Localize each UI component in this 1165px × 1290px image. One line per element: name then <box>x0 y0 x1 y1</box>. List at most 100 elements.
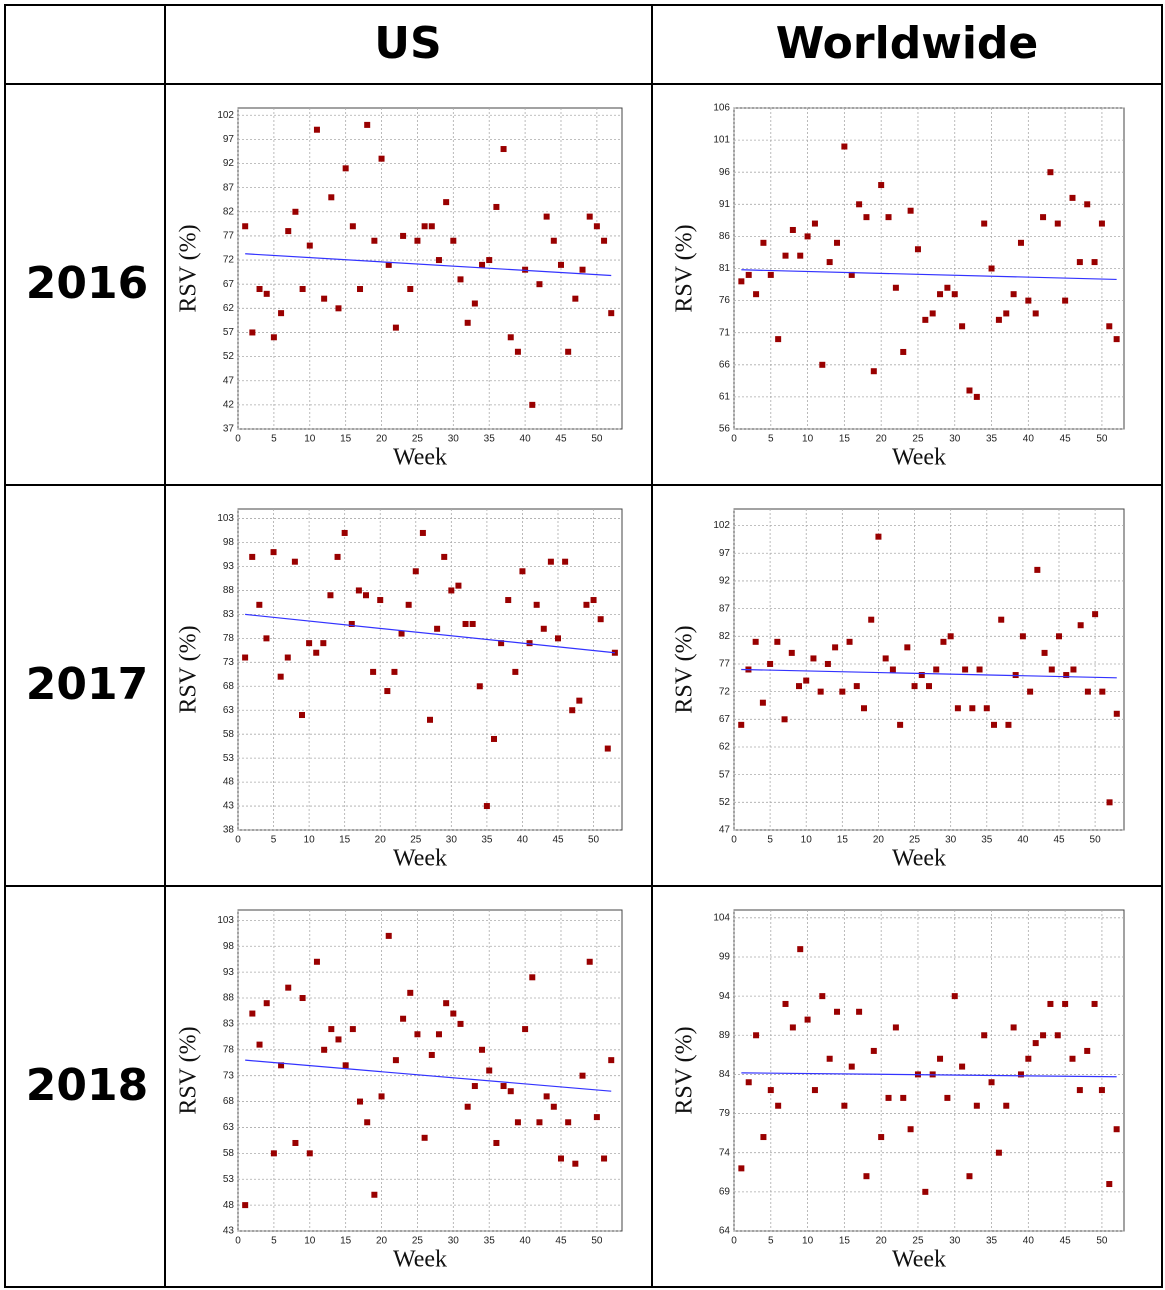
data-point <box>889 666 896 673</box>
data-point <box>505 597 512 604</box>
data-point <box>514 348 521 355</box>
x-tick-label: 40 <box>520 1236 532 1247</box>
y-tick-label: 67 <box>223 279 235 290</box>
data-point <box>1047 169 1054 176</box>
data-point <box>1005 721 1012 728</box>
plot-area <box>237 107 623 430</box>
data-point <box>384 688 391 695</box>
y-tick-label: 58 <box>223 1148 235 1159</box>
x-tick-label: 45 <box>1053 835 1065 846</box>
data-point <box>900 1094 907 1101</box>
data-point <box>464 319 471 326</box>
data-point <box>428 1051 435 1058</box>
y-tick-label: 89 <box>719 1030 731 1041</box>
data-point <box>278 1062 285 1069</box>
data-point <box>306 1150 313 1157</box>
data-point <box>937 1055 944 1062</box>
data-point <box>514 1119 521 1126</box>
data-point <box>875 533 882 540</box>
data-point <box>586 958 593 965</box>
y-tick-label: 62 <box>719 742 731 753</box>
data-point <box>966 387 973 394</box>
data-point <box>565 1119 572 1126</box>
data-point <box>848 271 855 278</box>
y-tick-label: 83 <box>223 1019 235 1030</box>
data-point <box>493 203 500 210</box>
data-point <box>1054 1032 1061 1039</box>
data-point <box>370 668 377 675</box>
y-tick-label: 87 <box>719 603 731 614</box>
data-point <box>555 635 561 642</box>
data-point <box>991 721 997 728</box>
data-point <box>1062 1000 1069 1007</box>
data-point <box>434 625 441 632</box>
x-tick-label: 10 <box>801 835 813 846</box>
y-tick-label: 62 <box>223 303 235 314</box>
data-point <box>983 705 990 712</box>
x-tick-label: 35 <box>481 835 493 846</box>
row-header: 2018 <box>26 1060 148 1111</box>
y-tick-label: 53 <box>223 1174 235 1185</box>
x-tick-label: 10 <box>802 1236 814 1247</box>
data-point <box>834 1008 841 1015</box>
x-tick-label: 0 <box>235 1236 241 1247</box>
x-tick-label: 35 <box>484 1236 496 1247</box>
data-point <box>1056 633 1062 640</box>
data-point <box>856 1008 863 1015</box>
data-point <box>878 1134 885 1141</box>
data-point <box>590 597 597 604</box>
data-point <box>400 232 407 239</box>
data-point <box>995 1149 1002 1156</box>
data-point <box>299 995 306 1002</box>
data-point <box>1098 1087 1105 1094</box>
data-point <box>593 1114 600 1121</box>
data-point <box>557 261 564 268</box>
data-point <box>911 683 918 690</box>
y-tick-label: 93 <box>223 967 235 978</box>
data-point <box>601 1155 608 1162</box>
data-point <box>414 237 421 244</box>
data-point <box>1084 201 1091 208</box>
x-tick-label: 25 <box>909 835 921 846</box>
data-point <box>841 1102 848 1109</box>
data-point <box>608 1057 615 1064</box>
data-point <box>988 1079 995 1086</box>
data-point <box>861 705 867 712</box>
data-point <box>848 1063 855 1070</box>
data-point <box>926 683 932 690</box>
data-point <box>519 568 526 575</box>
data-point <box>819 993 826 1000</box>
y-tick-label: 98 <box>223 941 235 952</box>
data-point <box>811 1087 818 1094</box>
data-point <box>536 1119 543 1126</box>
data-point <box>959 1063 966 1070</box>
y-tick-label: 92 <box>719 576 731 587</box>
data-point <box>364 1119 371 1126</box>
y-tick-label: 68 <box>223 1096 235 1107</box>
data-point <box>306 242 313 249</box>
y-tick-label: 72 <box>719 686 731 697</box>
x-tick-label: 25 <box>410 835 422 846</box>
data-point <box>450 1010 457 1017</box>
data-point <box>759 699 766 706</box>
data-point <box>863 214 870 221</box>
y-tick-label: 79 <box>719 1108 731 1119</box>
chart: 43 48 53 58 63 68 73 78 83 88 93 98 103 0 5 10 15 20 25 30 3… <box>176 909 623 1273</box>
data-point <box>981 220 988 227</box>
y-tick-label: 103 <box>217 915 234 926</box>
data-point <box>1025 1055 1032 1062</box>
x-tick-label: 25 <box>912 1236 924 1247</box>
data-point <box>738 1165 745 1172</box>
data-point <box>738 278 745 285</box>
data-point <box>775 1102 782 1109</box>
x-tick-label: 10 <box>304 434 316 445</box>
x-tick-label: 10 <box>304 1236 316 1247</box>
y-tick-label: 88 <box>223 585 235 596</box>
y-tick-label: 71 <box>719 327 731 338</box>
x-axis-label: Week <box>892 1247 946 1273</box>
data-point <box>443 199 450 206</box>
data-point <box>448 587 455 594</box>
y-tick-label: 92 <box>223 158 235 169</box>
data-point <box>782 252 789 259</box>
x-tick-label: 40 <box>1017 835 1029 846</box>
